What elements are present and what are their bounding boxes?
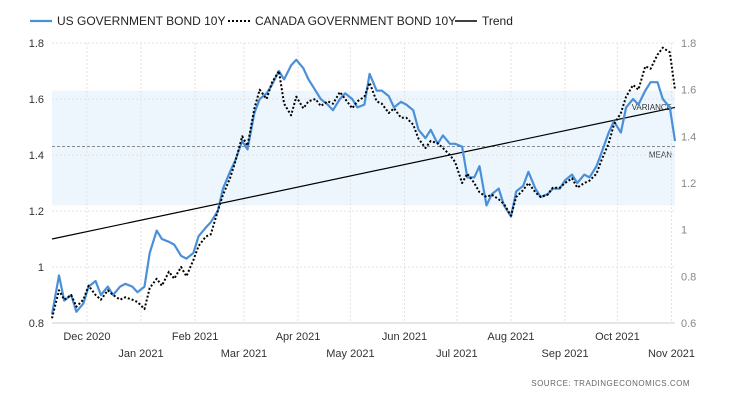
variance-label: VARIANCE (632, 103, 672, 112)
trend-layer (51, 106, 676, 240)
variance-band (52, 90, 675, 206)
x-tick-label: May 2021 (326, 348, 374, 360)
y-tick-right: 1.8 (681, 38, 696, 50)
y-tick-left: 0.8 (29, 318, 44, 330)
x-tick-label: Mar 2021 (221, 348, 267, 360)
axes: 0.8 1 1.2 1.4 1.6 1.8 0.6 0.8 1 1.2 1.4 1.6 1.8 Dec 2… (29, 38, 697, 360)
y-tick-right: 1 (681, 225, 687, 237)
legend-label-us[interactable]: US GOVERNMENT BOND 10Y (57, 14, 225, 28)
legend: US GOVERNMENT BOND 10Y CANADA GOVERNMENT… (30, 14, 513, 28)
series-line-canada (51, 46, 676, 319)
legend-label-trend[interactable]: Trend (482, 14, 513, 28)
legend-label-canada[interactable]: CANADA GOVERNMENT BOND 10Y (255, 14, 456, 28)
x-tick-label: Jul 2021 (436, 348, 478, 360)
x-tick-label: Nov 2021 (648, 348, 695, 360)
x-tick-label: Oct 2021 (595, 331, 640, 343)
trend-line (51, 106, 676, 240)
y-tick-left: 1.8 (29, 38, 44, 50)
x-tick-label: Jun 2021 (382, 331, 427, 343)
source-text: SOURCE: TRADINGECONOMICS.COM (531, 379, 690, 388)
y-tick-right: 1.4 (681, 131, 696, 143)
gridlines (52, 42, 675, 324)
x-tick-label: Apr 2021 (276, 331, 321, 343)
y-tick-right: 0.8 (681, 271, 696, 283)
x-tick-label: Jan 2021 (118, 348, 163, 360)
series-layer (50, 46, 677, 319)
y-tick-left: 1.2 (29, 206, 44, 218)
x-tick-label: Sep 2021 (542, 348, 589, 360)
y-tick-right: 1.2 (681, 178, 696, 190)
y-tick-left: 1.4 (29, 150, 44, 162)
x-tick-label: Aug 2021 (487, 331, 534, 343)
y-tick-right: 0.6 (681, 318, 696, 330)
y-tick-right: 1.6 (681, 85, 696, 97)
x-tick-label: Dec 2020 (63, 331, 110, 343)
y-tick-left: 1 (38, 262, 44, 274)
series-line-us (50, 58, 677, 315)
y-tick-left: 1.6 (29, 94, 44, 106)
x-tick-label: Feb 2021 (172, 331, 218, 343)
